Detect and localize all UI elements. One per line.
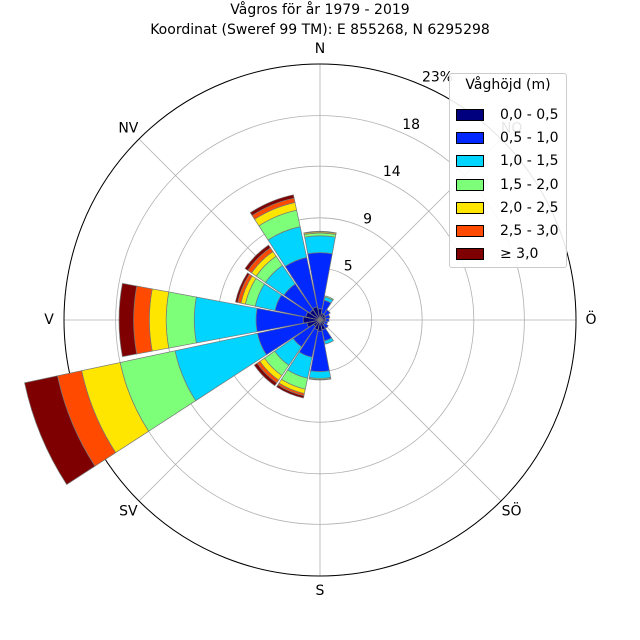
- rose-bar-segment: [308, 370, 332, 379]
- direction-label: N: [315, 41, 325, 57]
- rose-bar-segment: [323, 309, 331, 317]
- rose-bar-segment: [133, 285, 153, 355]
- legend: Våghöjd (m) 0,0 - 0,5 0,5 - 1,0 1,0 - 1,5 1…: [449, 73, 567, 268]
- rose-bars: [24, 194, 337, 485]
- grid-spoke: [319, 319, 502, 502]
- direction-label: SV: [119, 504, 138, 520]
- rose-bar-segment: [324, 295, 334, 301]
- direction-label: Ö: [585, 310, 596, 328]
- legend-label: 0,5 - 1,0: [500, 130, 559, 147]
- legend-swatch: [456, 225, 484, 237]
- radial-tick-label: 9: [363, 212, 372, 228]
- legend-swatch: [456, 109, 484, 121]
- legend-item: 1,5 - 2,0: [456, 176, 558, 194]
- rose-bar-segment: [324, 337, 334, 345]
- radial-tick-label: 23%: [422, 69, 453, 85]
- chart-subtitle: Koordinat (Sweref 99 TM): E 855268, N 62…: [150, 22, 490, 38]
- legend-label: 1,0 - 1,5: [500, 153, 559, 170]
- radial-tick-label: 18: [402, 117, 420, 133]
- legend-label: 2,5 - 3,0: [500, 223, 559, 239]
- legend-item: 1,0 - 1,5: [456, 152, 558, 170]
- rose-bar-segment: [324, 314, 331, 320]
- rose-bar-segment: [304, 235, 336, 255]
- rose-bar-segment: [303, 231, 337, 234]
- rose-bar-segment: [148, 288, 170, 352]
- legend-swatch: [456, 178, 484, 191]
- radial-tick-label: 5: [344, 258, 353, 274]
- legend-swatch: [456, 201, 484, 214]
- direction-label: NV: [118, 120, 138, 136]
- legend-item: 0,0 - 0,5: [456, 106, 558, 124]
- rose-bar-segment: [235, 272, 250, 303]
- rose-bar-segment: [165, 291, 197, 349]
- legend-label: 2,0 - 2,5: [500, 199, 559, 216]
- rose-bar-segment: [308, 378, 332, 381]
- rose-bar-segment: [276, 384, 305, 399]
- legend-swatch: [456, 248, 484, 261]
- chart-title: Vågros för år 1979 - 2019: [230, 1, 409, 18]
- legend-item: 0,5 - 1,0: [456, 129, 558, 147]
- legend-item: ≥ 3,0: [456, 245, 538, 263]
- direction-label: V: [44, 312, 54, 328]
- polar-frame: [63, 63, 577, 577]
- rose-bar-segment: [325, 317, 330, 323]
- rose-bar-segment: [118, 282, 138, 358]
- legend-item: 2,0 - 2,5: [456, 199, 558, 217]
- direction-label: SÖ: [502, 502, 522, 520]
- rose-bar-segment: [244, 244, 271, 271]
- legend-title: Våghöjd (m): [465, 77, 551, 93]
- legend-item: 2,5 - 3,0: [456, 222, 558, 240]
- radial-tick-labels: 5 9 14 18 23%: [344, 69, 453, 274]
- direction-label: S: [316, 583, 325, 599]
- rose-bar-segment: [24, 375, 96, 485]
- legend-label: 1,5 - 2,0: [500, 176, 559, 193]
- legend-swatch: [456, 132, 484, 145]
- radial-tick-label: 14: [383, 164, 401, 180]
- rose-bar-segment: [253, 362, 278, 387]
- rose-bar-segment: [249, 194, 295, 216]
- legend-label: 0,0 - 0,5: [500, 107, 559, 123]
- legend-label: ≥ 3,0: [500, 246, 539, 263]
- legend-swatch: [456, 155, 484, 168]
